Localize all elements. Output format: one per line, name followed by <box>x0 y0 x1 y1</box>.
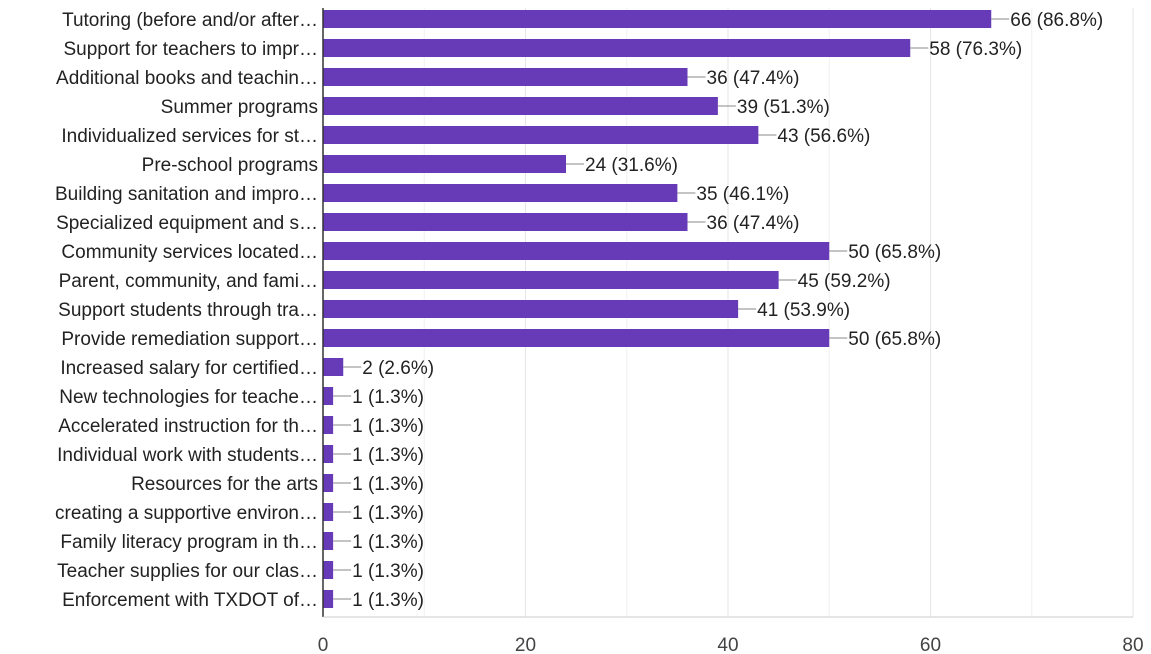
bar-layer <box>323 10 992 608</box>
bar[interactable] <box>323 97 718 115</box>
data-label: 50 (65.8%) <box>848 242 941 263</box>
category-label: Support for teachers to impr… <box>64 39 319 60</box>
bar[interactable] <box>323 561 334 579</box>
category-label: Increased salary for certified… <box>60 358 318 379</box>
data-label: 1 (1.3%) <box>352 503 424 524</box>
bar[interactable] <box>323 184 678 202</box>
bar[interactable] <box>323 10 992 28</box>
category-label: Accelerated instruction for th… <box>58 416 318 437</box>
bar[interactable] <box>323 213 688 231</box>
bar[interactable] <box>323 68 688 86</box>
category-label: Community services located… <box>61 242 318 263</box>
category-label: Teacher supplies for our clas… <box>57 561 318 582</box>
x-tick-label: 60 <box>920 635 941 654</box>
data-label: 39 (51.3%) <box>737 97 830 118</box>
data-label: 1 (1.3%) <box>352 590 424 611</box>
bar[interactable] <box>323 445 334 463</box>
data-label: 1 (1.3%) <box>352 387 424 408</box>
data-label: 1 (1.3%) <box>352 445 424 466</box>
data-label: 1 (1.3%) <box>352 532 424 553</box>
bar[interactable] <box>323 503 334 521</box>
data-label: 36 (47.4%) <box>707 213 800 234</box>
x-tick-label: 40 <box>717 635 738 654</box>
x-tick-label: 80 <box>1122 635 1143 654</box>
category-label: Provide remediation support… <box>61 329 318 350</box>
data-label: 50 (65.8%) <box>848 329 941 350</box>
bar[interactable] <box>323 474 334 492</box>
data-label: 1 (1.3%) <box>352 561 424 582</box>
bar[interactable] <box>323 329 830 347</box>
category-label: Parent, community, and fami… <box>59 271 318 292</box>
data-label: 1 (1.3%) <box>352 416 424 437</box>
data-label: 36 (47.4%) <box>707 68 800 89</box>
category-label: Individualized services for st… <box>61 126 318 147</box>
data-label: 45 (59.2%) <box>798 271 891 292</box>
data-label: 2 (2.6%) <box>362 358 434 379</box>
data-label: 35 (46.1%) <box>696 184 789 205</box>
bar[interactable] <box>323 416 334 434</box>
bar[interactable] <box>323 387 334 405</box>
bar[interactable] <box>323 300 739 318</box>
bar[interactable] <box>323 532 334 550</box>
category-label: Enforcement with TXDOT of… <box>62 590 318 611</box>
category-label: New technologies for teache… <box>59 387 318 408</box>
bar[interactable] <box>323 39 911 57</box>
bar[interactable] <box>323 590 334 608</box>
bar[interactable] <box>323 126 759 144</box>
x-tick-label: 0 <box>318 635 329 654</box>
category-label: Family literacy program in th… <box>60 532 318 553</box>
category-label: Individual work with students… <box>57 445 318 466</box>
bar[interactable] <box>323 271 779 289</box>
data-label: 41 (53.9%) <box>757 300 850 321</box>
data-label: 66 (86.8%) <box>1010 10 1103 31</box>
category-label: Summer programs <box>161 97 318 118</box>
x-tick-label: 20 <box>515 635 536 654</box>
label-layer: 66 (86.8%) Tutoring (before and/or after…… <box>55 10 1103 611</box>
category-label: Pre-school programs <box>142 155 318 176</box>
category-label: Resources for the arts <box>131 474 318 495</box>
data-label: 24 (31.6%) <box>585 155 678 176</box>
category-label: Additional books and teachin… <box>56 68 318 89</box>
bar[interactable] <box>323 242 830 260</box>
category-label: Building sanitation and impro… <box>55 184 318 205</box>
data-label: 43 (56.6%) <box>777 126 870 147</box>
category-label: creating a supportive environ… <box>55 503 318 524</box>
data-label: 58 (76.3%) <box>929 39 1022 60</box>
category-label: Support students through tra… <box>58 300 318 321</box>
category-label: Tutoring (before and/or after… <box>62 10 318 31</box>
data-label: 1 (1.3%) <box>352 474 424 495</box>
bar[interactable] <box>323 358 344 376</box>
bar[interactable] <box>323 155 566 173</box>
category-label: Specialized equipment and s… <box>56 213 318 234</box>
axis-layer: 0 20 40 60 80 <box>318 8 1144 654</box>
